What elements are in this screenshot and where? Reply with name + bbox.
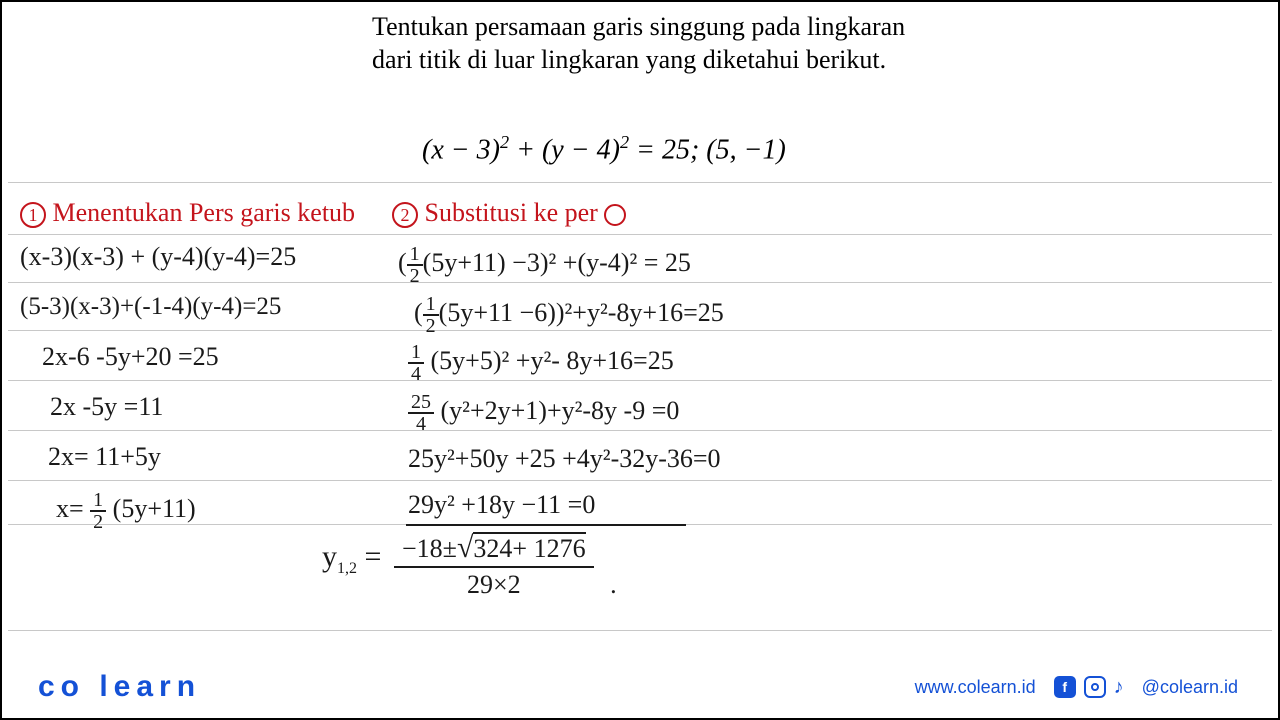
fraction: 14 [408,342,424,384]
left-line-3: 2x-6 -5y+20 =25 [42,344,219,370]
step1-title: 1 Menentukan Pers garis ketub [20,200,355,228]
left-line-5: 2x= 11+5y [48,444,161,470]
fraction: 254 [408,392,434,434]
left-line-1: (x-3)(x-3) + (y-4)(y-4)=25 [20,244,296,270]
instagram-icon[interactable] [1084,676,1106,698]
rule-line [8,182,1272,183]
right-line-6: 29y² +18y −11 =0 [408,492,595,518]
left-line-6-post: (5y+11) [113,494,196,523]
right-line-5: 25y²+50y +25 +4y²-32y-36=0 [408,446,721,472]
right-line-2-pre: ( [414,298,423,327]
footer-url[interactable]: www.colearn.id [915,677,1036,698]
right-line-1: (12(5y+11) −3)² +(y-4)² = 25 [398,244,691,286]
tiktok-icon[interactable]: ♪ [1114,676,1124,699]
social-handle[interactable]: @colearn.id [1142,677,1238,698]
step2-title-text: Substitusi ke per [425,198,605,227]
solution-denominator: 29×2 [394,568,594,598]
fraction: 12 [423,294,439,336]
solution-y-label: y1,2 = [322,542,381,577]
fraction: 12 [407,244,423,286]
y-subscript: 1,2 [337,560,357,577]
left-line-6-pre: x= [56,494,90,523]
circle-reference-icon [604,204,626,226]
right-line-1-post: (5y+11) −3)² +(y-4)² = 25 [423,248,691,277]
sol-num-pre: −18± [402,534,457,563]
rule-line [8,630,1272,631]
problem-text: Tentukan persamaan garis singgung pada l… [372,10,912,77]
rule-line [8,480,1272,481]
footer-right: www.colearn.id f ♪ @colearn.id [915,676,1238,699]
left-line-4: 2x -5y =11 [50,394,163,420]
facebook-icon[interactable]: f [1054,676,1076,698]
right-line-1-pre: ( [398,248,407,277]
right-line-4-post: (y²+2y+1)+y²-8y -9 =0 [441,396,680,425]
left-line-6: x= 12 (5y+11) [56,490,196,532]
step1-circle: 1 [20,202,46,228]
step2-title: 2 Substitusi ke per [392,200,626,228]
footer: co learn www.colearn.id f ♪ @colearn.id [2,656,1278,718]
solution-fraction: −18±√324+ 1276 29×2 . [394,532,617,598]
step2-circle: 2 [392,202,418,228]
problem-equation: (x − 3)2 + (y − 4)2 = 25; (5, −1) [422,132,786,166]
sol-radicand: 324+ 1276 [473,532,585,562]
step1-title-text: Menentukan Pers garis ketub [53,198,356,227]
right-line-4: 254 (y²+2y+1)+y²-8y -9 =0 [408,392,679,434]
solution-numerator: −18±√324+ 1276 [394,532,594,568]
social-icons: f ♪ [1054,676,1124,699]
underline [406,524,686,526]
right-line-2: (12(5y+11 −6))²+y²-8y+16=25 [414,294,724,336]
right-line-2-post: (5y+11 −6))²+y²-8y+16=25 [439,298,724,327]
brand-logo: co learn [38,670,201,704]
left-line-2: (5-3)(x-3)+(-1-4)(y-4)=25 [20,294,281,319]
right-line-3: 14 (5y+5)² +y²- 8y+16=25 [408,342,674,384]
right-line-3-post: (5y+5)² +y²- 8y+16=25 [431,346,674,375]
y-label: y [322,540,337,573]
fraction-half: 12 [90,490,106,532]
rule-line [8,234,1272,235]
